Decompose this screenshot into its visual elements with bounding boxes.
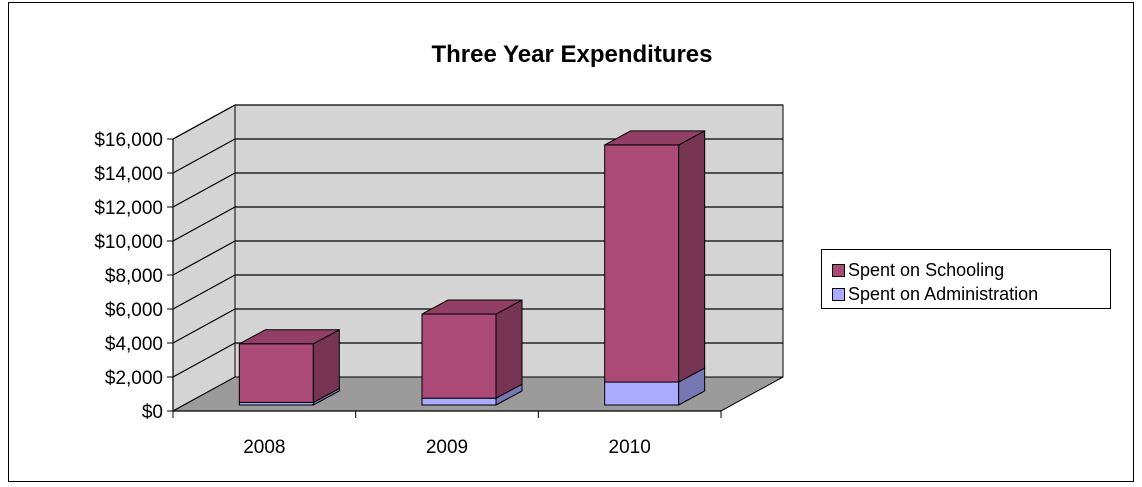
legend-swatch (832, 287, 845, 301)
gridline-side (172, 172, 236, 208)
x-tick-label: 2008 (243, 437, 285, 458)
gridline-side (172, 342, 236, 378)
bar-spent-on-schooling-2008 (238, 328, 340, 404)
gridline-side (172, 308, 236, 344)
legend-item: Spent on Administration (832, 282, 1110, 306)
chart-title: Three Year Expenditures (431, 41, 713, 68)
y-tick-label: $4,000 (105, 334, 163, 355)
legend: Spent on Schooling Spent on Administratio… (821, 249, 1111, 309)
y-tick-label: $6,000 (105, 300, 163, 321)
bar-top-face (239, 329, 340, 345)
y-tick-labels: $0 $2,000 $4,000 $6,000 $8,000 $10,000 $12,000… (94, 130, 163, 423)
bar-spent-on-schooling-2009 (421, 299, 523, 400)
chart-plot: $0 $2,000 $4,000 $6,000 $8,000 $10,000 $12,000… (94, 104, 784, 458)
chart-frame: Three Year Expenditures $0 $2,000 $4,000 $6… (8, 2, 1134, 482)
y-tick-label: $14,000 (94, 164, 163, 185)
y-tick-label: $16,000 (94, 130, 163, 151)
bar-front-face (238, 343, 314, 403)
x-tick-labels: 2008 2009 2010 (243, 437, 651, 458)
legend-label: Spent on Administration (848, 283, 1039, 304)
y-tick-label: $2,000 (105, 368, 163, 389)
legend-item: Spent on Schooling (832, 258, 1110, 282)
axes (167, 138, 722, 418)
gridline-side (172, 138, 236, 174)
x-tick-label: 2009 (426, 437, 468, 458)
legend-label: Spent on Schooling (848, 259, 1005, 280)
legend-swatch (832, 263, 845, 277)
bar-front-face (421, 397, 497, 406)
bars (238, 130, 706, 406)
bar-front-face (604, 144, 680, 383)
bar-top-face (421, 299, 523, 315)
bar-side-face (678, 130, 706, 383)
bar-front-face (421, 313, 497, 399)
gridline-side (172, 104, 236, 140)
bar-top-face (604, 130, 705, 146)
x-tick-label: 2010 (609, 437, 651, 458)
gridline-side (172, 240, 236, 276)
y-tick-label: $10,000 (94, 232, 163, 253)
bar-spent-on-schooling-2010 (604, 130, 706, 383)
y-tick-label: $8,000 (105, 266, 163, 287)
bar-side-face (495, 299, 523, 400)
y-tick-label: $0 (142, 402, 163, 423)
bar-front-face (604, 381, 680, 406)
y-tick-label: $12,000 (94, 198, 163, 219)
gridline-side (172, 206, 236, 242)
gridline-side (172, 274, 236, 310)
